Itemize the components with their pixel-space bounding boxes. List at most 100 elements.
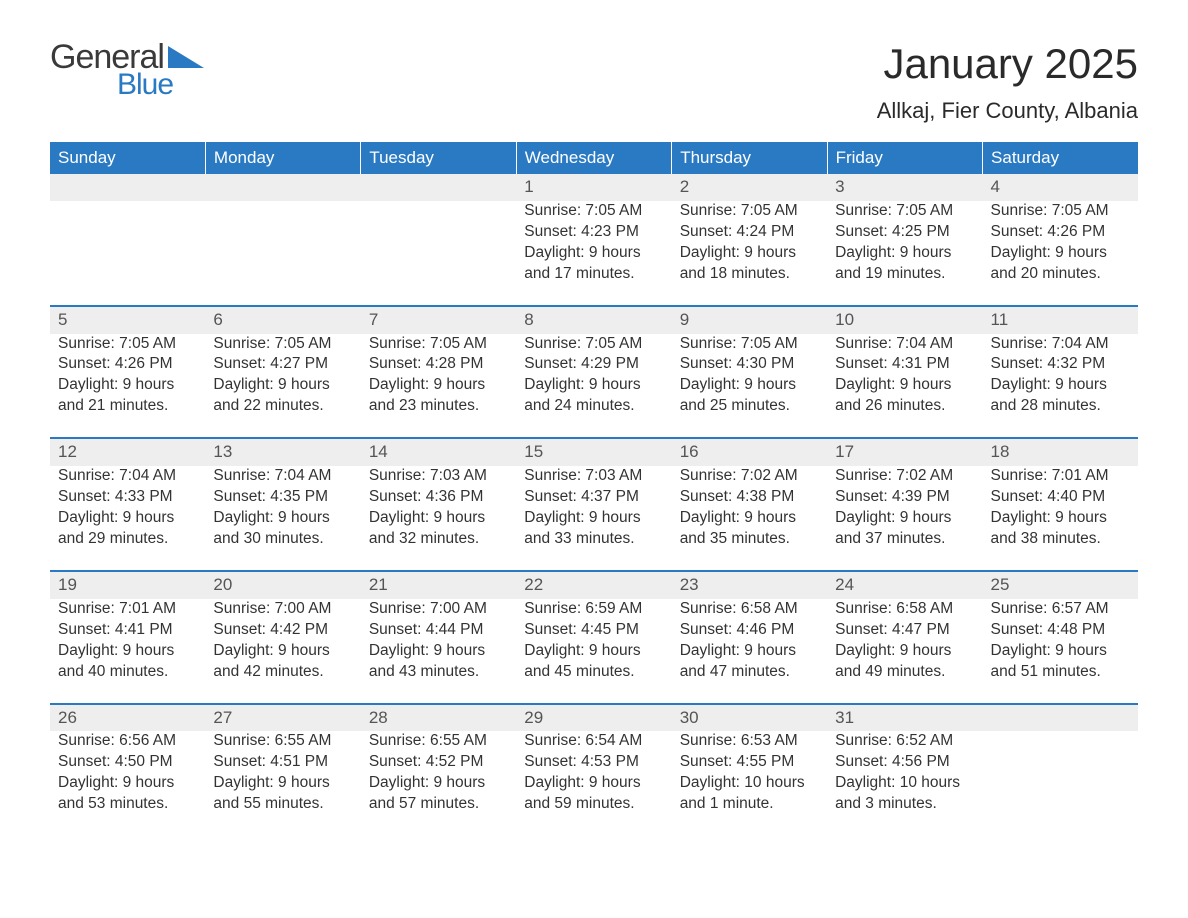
daylight-text: and 29 minutes. bbox=[58, 529, 197, 550]
day-header-row: SundayMondayTuesdayWednesdayThursdayFrid… bbox=[50, 142, 1138, 174]
logo-flag-icon bbox=[168, 46, 204, 73]
sunset-text: Sunset: 4:44 PM bbox=[369, 620, 508, 641]
sunrise-text: Sunrise: 7:02 AM bbox=[680, 466, 819, 487]
day-number-cell: 14 bbox=[361, 438, 516, 466]
day-number-cell: 19 bbox=[50, 571, 205, 599]
daylight-text: and 28 minutes. bbox=[991, 396, 1130, 417]
day-detail-cell: Sunrise: 6:54 AMSunset: 4:53 PMDaylight:… bbox=[516, 731, 671, 835]
daylight-text: Daylight: 9 hours bbox=[991, 508, 1130, 529]
day-number-cell: 18 bbox=[983, 438, 1138, 466]
daylight-text: and 30 minutes. bbox=[213, 529, 352, 550]
day-detail-cell: Sunrise: 7:05 AMSunset: 4:29 PMDaylight:… bbox=[516, 334, 671, 439]
month-title: January 2025 bbox=[877, 40, 1138, 88]
week-number-row: 262728293031 bbox=[50, 704, 1138, 732]
sunrise-text: Sunrise: 6:53 AM bbox=[680, 731, 819, 752]
daylight-text: and 51 minutes. bbox=[991, 662, 1130, 683]
daylight-text: Daylight: 9 hours bbox=[680, 641, 819, 662]
day-number-cell: 16 bbox=[672, 438, 827, 466]
day-number-cell: 6 bbox=[205, 306, 360, 334]
day-detail-cell: Sunrise: 6:56 AMSunset: 4:50 PMDaylight:… bbox=[50, 731, 205, 835]
sunrise-text: Sunrise: 7:05 AM bbox=[680, 334, 819, 355]
sunrise-text: Sunrise: 7:05 AM bbox=[680, 201, 819, 222]
week-number-row: 12131415161718 bbox=[50, 438, 1138, 466]
day-number-cell: 20 bbox=[205, 571, 360, 599]
day-detail-cell: Sunrise: 7:05 AMSunset: 4:26 PMDaylight:… bbox=[50, 334, 205, 439]
sunset-text: Sunset: 4:53 PM bbox=[524, 752, 663, 773]
sunrise-text: Sunrise: 7:05 AM bbox=[835, 201, 974, 222]
daylight-text: and 22 minutes. bbox=[213, 396, 352, 417]
day-detail-cell: Sunrise: 7:05 AMSunset: 4:28 PMDaylight:… bbox=[361, 334, 516, 439]
day-number-cell: 7 bbox=[361, 306, 516, 334]
daylight-text: and 35 minutes. bbox=[680, 529, 819, 550]
day-number-cell: 5 bbox=[50, 306, 205, 334]
daylight-text: Daylight: 9 hours bbox=[524, 773, 663, 794]
sunset-text: Sunset: 4:42 PM bbox=[213, 620, 352, 641]
daylight-text: Daylight: 9 hours bbox=[524, 641, 663, 662]
daylight-text: Daylight: 9 hours bbox=[369, 508, 508, 529]
daylight-text: Daylight: 9 hours bbox=[835, 508, 974, 529]
sunset-text: Sunset: 4:29 PM bbox=[524, 354, 663, 375]
sunrise-text: Sunrise: 7:04 AM bbox=[991, 334, 1130, 355]
day-number-cell: 21 bbox=[361, 571, 516, 599]
day-detail-cell: Sunrise: 6:57 AMSunset: 4:48 PMDaylight:… bbox=[983, 599, 1138, 704]
day-header: Wednesday bbox=[516, 142, 671, 174]
daylight-text: Daylight: 9 hours bbox=[58, 773, 197, 794]
daylight-text: Daylight: 9 hours bbox=[213, 375, 352, 396]
sunset-text: Sunset: 4:30 PM bbox=[680, 354, 819, 375]
day-header: Tuesday bbox=[361, 142, 516, 174]
day-number-cell: 1 bbox=[516, 174, 671, 201]
day-detail-cell: Sunrise: 7:04 AMSunset: 4:31 PMDaylight:… bbox=[827, 334, 982, 439]
daylight-text: and 17 minutes. bbox=[524, 264, 663, 285]
daylight-text: Daylight: 9 hours bbox=[991, 641, 1130, 662]
day-number-cell: 27 bbox=[205, 704, 360, 732]
sunset-text: Sunset: 4:40 PM bbox=[991, 487, 1130, 508]
sunset-text: Sunset: 4:56 PM bbox=[835, 752, 974, 773]
daylight-text: and 47 minutes. bbox=[680, 662, 819, 683]
sunset-text: Sunset: 4:36 PM bbox=[369, 487, 508, 508]
day-header: Monday bbox=[205, 142, 360, 174]
sunrise-text: Sunrise: 7:05 AM bbox=[369, 334, 508, 355]
sunrise-text: Sunrise: 6:56 AM bbox=[58, 731, 197, 752]
day-detail-cell: Sunrise: 7:04 AMSunset: 4:33 PMDaylight:… bbox=[50, 466, 205, 571]
daylight-text: Daylight: 9 hours bbox=[524, 243, 663, 264]
daylight-text: and 24 minutes. bbox=[524, 396, 663, 417]
daylight-text: Daylight: 9 hours bbox=[58, 508, 197, 529]
day-detail-cell: Sunrise: 7:05 AMSunset: 4:23 PMDaylight:… bbox=[516, 201, 671, 306]
day-detail-cell: Sunrise: 6:55 AMSunset: 4:52 PMDaylight:… bbox=[361, 731, 516, 835]
daylight-text: and 38 minutes. bbox=[991, 529, 1130, 550]
sunset-text: Sunset: 4:24 PM bbox=[680, 222, 819, 243]
sunrise-text: Sunrise: 7:04 AM bbox=[58, 466, 197, 487]
sunset-text: Sunset: 4:27 PM bbox=[213, 354, 352, 375]
week-number-row: 19202122232425 bbox=[50, 571, 1138, 599]
day-number-cell: 24 bbox=[827, 571, 982, 599]
sunset-text: Sunset: 4:39 PM bbox=[835, 487, 974, 508]
day-header: Saturday bbox=[983, 142, 1138, 174]
daylight-text: Daylight: 9 hours bbox=[213, 773, 352, 794]
day-detail-cell: Sunrise: 6:52 AMSunset: 4:56 PMDaylight:… bbox=[827, 731, 982, 835]
day-detail-cell: Sunrise: 6:58 AMSunset: 4:46 PMDaylight:… bbox=[672, 599, 827, 704]
sunrise-text: Sunrise: 7:05 AM bbox=[991, 201, 1130, 222]
day-detail-cell: Sunrise: 7:05 AMSunset: 4:26 PMDaylight:… bbox=[983, 201, 1138, 306]
day-detail-cell: Sunrise: 7:04 AMSunset: 4:32 PMDaylight:… bbox=[983, 334, 1138, 439]
day-number-cell: 23 bbox=[672, 571, 827, 599]
daylight-text: Daylight: 9 hours bbox=[369, 641, 508, 662]
sunset-text: Sunset: 4:31 PM bbox=[835, 354, 974, 375]
day-number-cell: 3 bbox=[827, 174, 982, 201]
day-number-cell: 30 bbox=[672, 704, 827, 732]
daylight-text: Daylight: 10 hours bbox=[680, 773, 819, 794]
day-detail-cell: Sunrise: 7:01 AMSunset: 4:40 PMDaylight:… bbox=[983, 466, 1138, 571]
sunrise-text: Sunrise: 6:52 AM bbox=[835, 731, 974, 752]
day-number-cell: 11 bbox=[983, 306, 1138, 334]
sunset-text: Sunset: 4:55 PM bbox=[680, 752, 819, 773]
sunrise-text: Sunrise: 7:03 AM bbox=[524, 466, 663, 487]
daylight-text: Daylight: 9 hours bbox=[213, 508, 352, 529]
day-number-cell: 28 bbox=[361, 704, 516, 732]
day-number-cell: 8 bbox=[516, 306, 671, 334]
sunrise-text: Sunrise: 7:01 AM bbox=[58, 599, 197, 620]
day-number-cell: 29 bbox=[516, 704, 671, 732]
sunset-text: Sunset: 4:51 PM bbox=[213, 752, 352, 773]
sunset-text: Sunset: 4:52 PM bbox=[369, 752, 508, 773]
daylight-text: and 45 minutes. bbox=[524, 662, 663, 683]
day-detail-cell bbox=[205, 201, 360, 306]
week-detail-row: Sunrise: 7:05 AMSunset: 4:26 PMDaylight:… bbox=[50, 334, 1138, 439]
